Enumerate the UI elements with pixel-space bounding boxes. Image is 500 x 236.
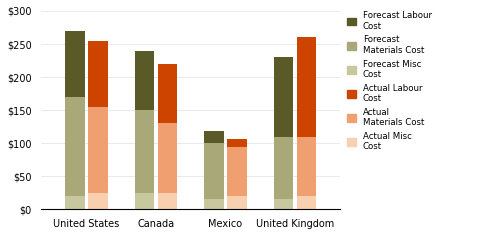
Bar: [88, 107, 108, 193]
Bar: [204, 131, 224, 143]
Bar: [66, 31, 85, 97]
Bar: [227, 196, 246, 209]
Bar: [135, 110, 154, 193]
Bar: [204, 143, 224, 199]
Bar: [296, 137, 316, 196]
Bar: [66, 97, 85, 196]
Legend: Forecast Labour
Cost, Forecast
Materials Cost, Forecast Misc
Cost, Actual Labour: Forecast Labour Cost, Forecast Materials…: [348, 11, 432, 151]
Bar: [158, 64, 177, 123]
Bar: [227, 147, 246, 196]
Bar: [158, 123, 177, 193]
Bar: [296, 37, 316, 137]
Bar: [204, 199, 224, 209]
Bar: [274, 57, 293, 137]
Bar: [274, 137, 293, 199]
Bar: [296, 196, 316, 209]
Bar: [135, 193, 154, 209]
Bar: [274, 199, 293, 209]
Bar: [66, 196, 85, 209]
Bar: [158, 193, 177, 209]
Bar: [135, 51, 154, 110]
Bar: [88, 193, 108, 209]
Bar: [88, 41, 108, 107]
Bar: [227, 139, 246, 147]
